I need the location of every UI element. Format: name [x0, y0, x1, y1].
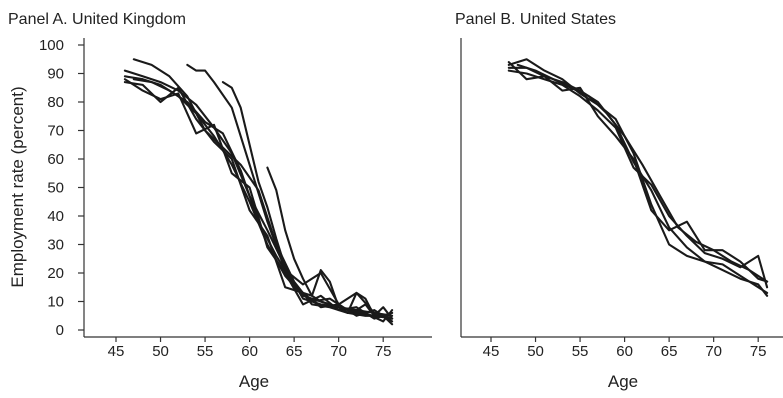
- panel-a-y-tick-label: 20: [47, 265, 64, 282]
- panel-b-x-tick-label: 70: [705, 343, 722, 360]
- panel-b-x-tick-label: 60: [616, 343, 633, 360]
- panel-a-x-tick-label: 60: [241, 343, 258, 360]
- panel-a-series-line-6: [132, 58, 394, 326]
- panel-a-series-line-4: [123, 81, 394, 323]
- panel-b-x-tick-label: 65: [661, 343, 678, 360]
- panel-a-x-tick-label: 70: [330, 343, 347, 360]
- panel-b-united-states: Panel B. United States Age 45 50 55 60 65 70 7…: [455, 11, 783, 391]
- panel-a-y-tick-label: 0: [56, 322, 64, 339]
- panel-b-x-tick-label: 50: [527, 343, 544, 360]
- panel-a-y-tick-label: 40: [47, 208, 64, 225]
- panel-b-x-axis-label: Age: [608, 372, 638, 391]
- panel-a-x-tick-label: 75: [375, 343, 392, 360]
- panel-a-x-axis-label: Age: [239, 372, 269, 391]
- panel-a-x-tick-label: 55: [197, 343, 214, 360]
- panel-a-series-line-5: [132, 78, 394, 323]
- panel-a-series-line-8: [221, 81, 394, 317]
- panel-b-series-line-4: [507, 69, 769, 289]
- panel-a-y-tick-label: 30: [47, 237, 64, 254]
- panel-a-y-tick-label: 50: [47, 180, 64, 197]
- panel-a-series-line-9: [266, 166, 394, 320]
- panel-a-series-line-2: [123, 75, 394, 320]
- panel-a-y-tick-label: 10: [47, 294, 64, 311]
- panel-a-x-tick-label: 65: [286, 343, 303, 360]
- panel-a-y-tick-label: 60: [47, 151, 64, 168]
- panel-b-x-tick-label: 75: [750, 343, 767, 360]
- panel-a-y-tick-label: 80: [47, 94, 64, 111]
- panel-a-series-line-3: [123, 78, 394, 320]
- panel-a-y-tick-label: 90: [47, 66, 64, 83]
- panel-a-title: Panel A. United Kingdom: [8, 11, 186, 28]
- panel-b-title: Panel B. United States: [455, 11, 616, 28]
- panel-b-series-line-5: [507, 61, 769, 283]
- panel-b-series-line-1: [516, 63, 769, 283]
- panel-a-y-tick-label: 100: [39, 37, 64, 54]
- panel-b-x-tick-label: 45: [483, 343, 500, 360]
- panel-a-x-tick-label: 50: [152, 343, 169, 360]
- panel-a-series-line-7: [186, 63, 394, 320]
- panel-b-x-tick-label: 55: [572, 343, 589, 360]
- panel-a-x-tick-label: 45: [108, 343, 125, 360]
- panel-a-y-axis-label: Employment rate (percent): [8, 86, 27, 287]
- panel-b-series-line-3: [507, 58, 769, 297]
- panel-a-y-tick-label: 70: [47, 123, 64, 140]
- panel-a-united-kingdom: Panel A. United Kingdom Employment rate …: [8, 11, 432, 391]
